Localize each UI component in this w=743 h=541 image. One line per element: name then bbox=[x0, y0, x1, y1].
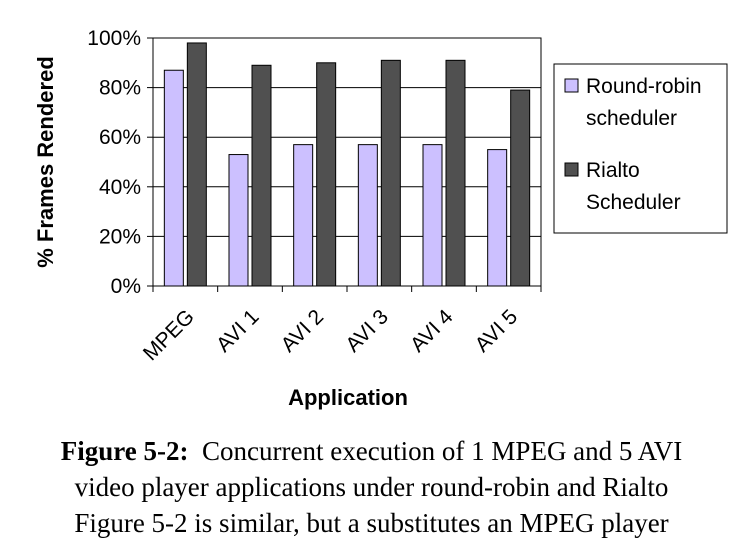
legend-label-round-robin-line1: Round-robin bbox=[586, 75, 702, 98]
y-tick-label: 100% bbox=[87, 27, 141, 50]
legend-swatch-rialto bbox=[564, 162, 579, 177]
caption-label: Figure 5-2: bbox=[60, 436, 189, 466]
bar-rialto-avi-1 bbox=[251, 64, 272, 287]
bar-round-robin-avi-4 bbox=[422, 144, 443, 287]
x-tick-label: AVI 4 bbox=[406, 305, 458, 357]
x-axis-title: Application bbox=[288, 385, 408, 410]
bar-rialto-avi-4 bbox=[445, 59, 466, 287]
gridlines bbox=[153, 87, 541, 237]
bar-rialto-avi-3 bbox=[380, 59, 401, 287]
legend-label-rialto-line2: Scheduler bbox=[586, 191, 681, 214]
x-axis-ticks: MPEG AVI 1 AVI 2 AVI 3 AVI 4 AVI 5 bbox=[139, 286, 542, 365]
x-tick-label: MPEG bbox=[139, 305, 199, 365]
figure-caption-line2: video player applications under round-ro… bbox=[74, 472, 669, 502]
x-tick-label: AVI 2 bbox=[277, 305, 328, 356]
legend: Round-robin scheduler Rialto Scheduler bbox=[553, 63, 728, 234]
x-tick-label: AVI 1 bbox=[212, 305, 263, 356]
caption-line1: Concurrent execution of 1 MPEG and 5 AVI bbox=[202, 436, 683, 466]
bar-round-robin-mpeg bbox=[163, 69, 184, 287]
legend-swatch-round-robin bbox=[564, 78, 579, 93]
figure-caption-line3: Figure 5-2 is similar, but a substitutes… bbox=[74, 508, 669, 538]
y-tick-label: 40% bbox=[99, 176, 141, 199]
bar-rialto-mpeg bbox=[186, 42, 207, 287]
bar-round-robin-avi-1 bbox=[228, 154, 249, 287]
bar-rialto-avi-5 bbox=[510, 89, 531, 287]
legend-box bbox=[553, 63, 728, 234]
bar-round-robin-avi-5 bbox=[487, 149, 508, 287]
y-axis-title: % Frames Rendered bbox=[33, 56, 58, 268]
plot-area-border bbox=[152, 37, 542, 287]
bars bbox=[163, 42, 531, 287]
y-tick-label: 80% bbox=[99, 77, 141, 100]
y-tick-label: 20% bbox=[99, 225, 141, 248]
bar-round-robin-avi-3 bbox=[357, 144, 378, 287]
y-tick-label: 60% bbox=[99, 126, 141, 149]
bar-chart: 0% 20% 40% 60% 80% 100% MPEG AVI 1 AVI 2 AVI 3 AV… bbox=[33, 27, 728, 410]
bar-rialto-avi-2 bbox=[316, 62, 337, 287]
x-tick-label: AVI 5 bbox=[471, 305, 522, 356]
y-tick-label: 0% bbox=[111, 275, 141, 298]
legend-label-rialto-line1: Rialto bbox=[586, 159, 640, 182]
figure-caption: Figure 5-2: Concurrent execution of 1 MP… bbox=[0, 433, 743, 469]
x-tick-label: AVI 3 bbox=[341, 305, 392, 356]
y-axis-ticks: 0% 20% 40% 60% 80% 100% bbox=[87, 27, 153, 298]
legend-label-round-robin-line2: scheduler bbox=[586, 107, 677, 130]
bar-round-robin-avi-2 bbox=[293, 144, 314, 287]
